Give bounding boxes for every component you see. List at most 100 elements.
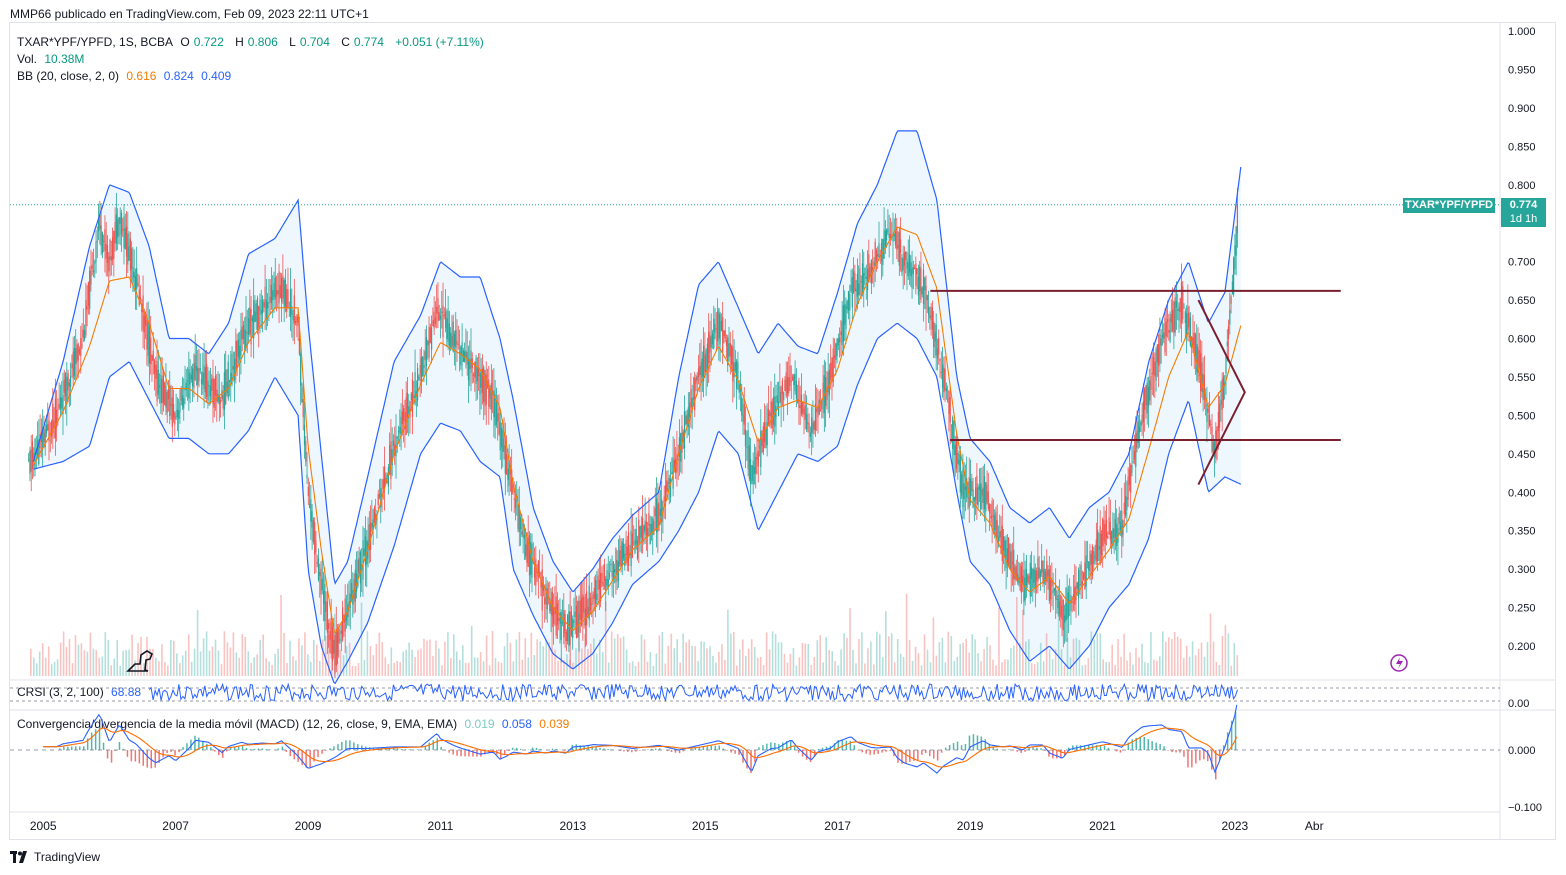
macd-hist-bar (63, 746, 65, 750)
volume-bar (1126, 660, 1128, 676)
candle-body (535, 559, 537, 586)
candle-body (479, 372, 481, 395)
candle-body (342, 607, 344, 640)
candle-body (1219, 403, 1221, 428)
price-tick-label: 0.950 (1508, 64, 1536, 76)
volume-bar (482, 661, 485, 676)
candle-body (644, 520, 646, 531)
candle-body (957, 453, 959, 464)
tradingview-logo-icon (10, 851, 27, 863)
candle-body (584, 608, 586, 626)
candle-body (1175, 301, 1177, 308)
macd-legend[interactable]: Convergencia/divergencia de la media móv… (17, 717, 570, 731)
macd-hist-bar (186, 743, 188, 750)
dino-shape (126, 650, 153, 672)
candle-body (621, 541, 623, 567)
candle-body (587, 606, 589, 615)
candle-body (798, 381, 800, 408)
bollinger-legend[interactable]: BB (20, close, 2, 0) 0.616 0.824 0.409 (17, 69, 232, 83)
price-tick-label: 0.450 (1508, 449, 1536, 461)
footer-brand[interactable]: TradingView (10, 850, 100, 864)
candle-body (1109, 521, 1111, 540)
candle-body (1154, 361, 1156, 377)
volume-bar (1010, 648, 1012, 676)
candle-body (141, 303, 143, 313)
candle-body (696, 376, 698, 381)
macd-hist-bar (623, 750, 625, 752)
macd-hist-bar (134, 750, 137, 762)
macd-hist-bar (265, 749, 268, 750)
candle-body (701, 358, 703, 377)
candle-body (1086, 561, 1089, 563)
candle-body (1010, 551, 1012, 571)
macd-hist-bar (619, 750, 621, 751)
volume-bar (390, 647, 393, 676)
macd-hist-bar (968, 735, 971, 750)
candle-body (481, 368, 483, 393)
volume-bar (771, 631, 774, 676)
change-value: +0.051 (+7.11%) (395, 35, 484, 49)
candle-body (309, 503, 311, 509)
candle-body (920, 268, 922, 300)
volume-bar (298, 638, 300, 676)
volume-bar (1033, 664, 1036, 676)
candle-body (1046, 560, 1048, 583)
candle-body (565, 632, 567, 641)
price-tick-label: 0.500 (1508, 410, 1536, 422)
volume-bar (670, 633, 673, 676)
volume-bar (935, 655, 938, 676)
macd-hist-bar (658, 748, 661, 750)
volume-bar (792, 648, 795, 676)
candle-body (228, 380, 231, 382)
candle-body (653, 521, 655, 531)
crsi-legend[interactable]: CRSI (3, 2, 100) 68.88 (17, 685, 142, 699)
candle-body (733, 362, 735, 378)
macd-hist-bar (1147, 739, 1149, 750)
candle-body (139, 297, 142, 299)
candle-body (495, 401, 497, 425)
volume-bar (393, 662, 395, 676)
candle-body (999, 531, 1001, 538)
candle-body (1208, 414, 1211, 426)
candle-body (1221, 379, 1223, 410)
volume-bar (80, 643, 83, 676)
candle-body (1105, 519, 1108, 538)
candle-body (865, 276, 867, 279)
volume-bar (569, 659, 571, 676)
candle-body (1071, 600, 1073, 603)
candle-body (71, 363, 73, 369)
candle-body (493, 390, 495, 418)
macd-hist-bar (849, 740, 852, 750)
candle-body (283, 279, 285, 308)
macd-hist-bar (1079, 745, 1082, 750)
volume-bar (980, 661, 982, 676)
macd-hist-bar (635, 750, 637, 752)
volume-bar (405, 649, 407, 676)
macd-hist-bar (98, 726, 101, 750)
time-tick-label: 2017 (824, 819, 851, 833)
volume-bar (1102, 659, 1104, 676)
volume-bar (628, 662, 631, 676)
volume-bar (1013, 645, 1015, 676)
candle-body (1005, 539, 1007, 569)
candle-body (171, 397, 173, 427)
candle-body (422, 356, 424, 376)
candle-body (225, 369, 227, 405)
replay-dino-icon (126, 650, 153, 672)
candle-body (270, 284, 272, 304)
volume-legend[interactable]: Vol. 10.38M (17, 52, 85, 66)
candle-body (639, 526, 641, 541)
candle-body (633, 542, 635, 544)
macd-hist-bar (944, 747, 947, 750)
candle-body (1135, 432, 1137, 467)
candle-body (685, 415, 687, 424)
candle-body (991, 501, 993, 530)
macd-hist-bar (1226, 732, 1229, 750)
candle-body (397, 430, 400, 432)
candle-body (950, 424, 953, 426)
candle-body (297, 313, 299, 323)
candle-body (833, 355, 836, 359)
candle-body (1060, 595, 1062, 618)
